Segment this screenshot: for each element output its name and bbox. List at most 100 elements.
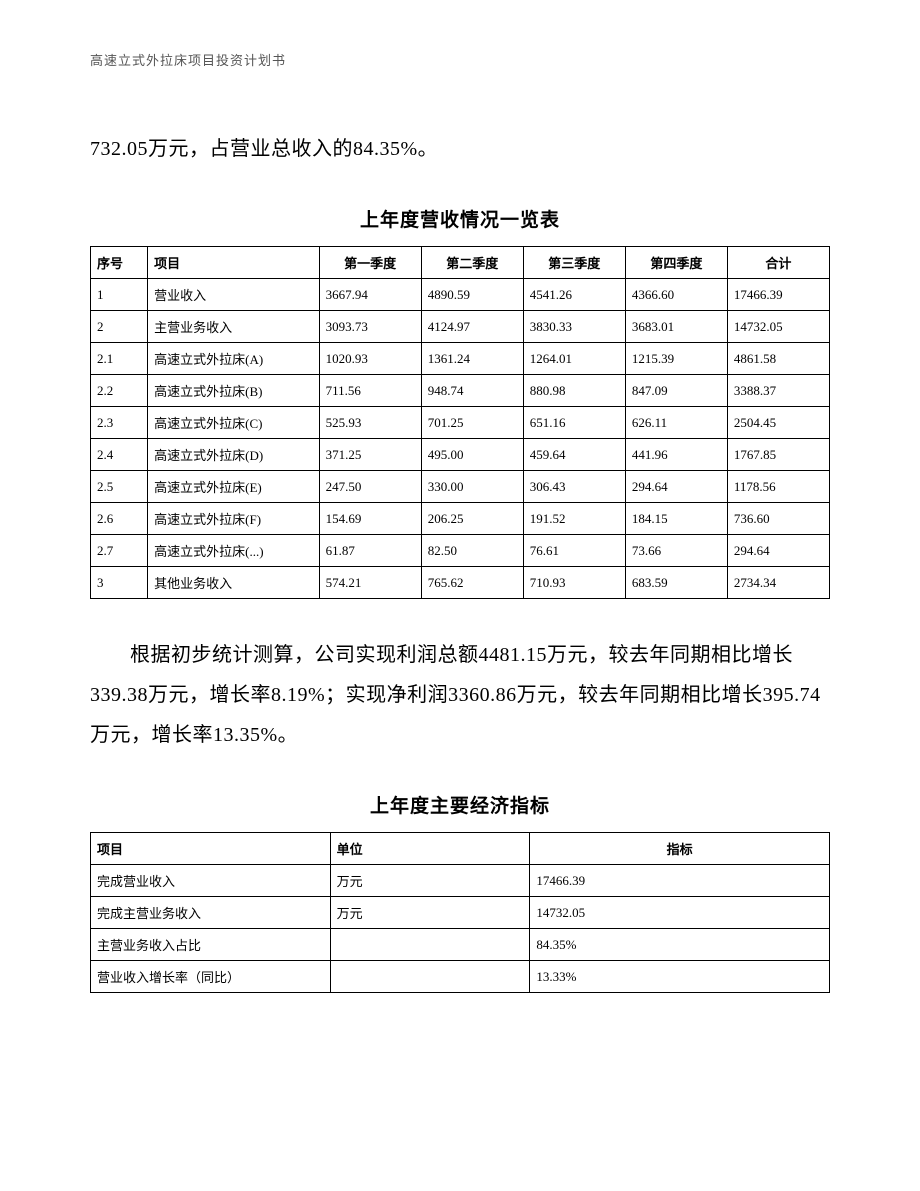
table-cell: 294.64 bbox=[625, 471, 727, 503]
table-cell: 营业收入 bbox=[148, 279, 319, 311]
table-cell: 76.61 bbox=[523, 535, 625, 567]
table-cell: 880.98 bbox=[523, 375, 625, 407]
col-item: 项目 bbox=[91, 833, 331, 865]
table-cell: 高速立式外拉床(D) bbox=[148, 439, 319, 471]
table-cell: 2.5 bbox=[91, 471, 148, 503]
table-cell: 651.16 bbox=[523, 407, 625, 439]
revenue-table: 序号 项目 第一季度 第二季度 第三季度 第四季度 合计 1营业收入3667.9… bbox=[90, 246, 830, 599]
table-row: 2.1高速立式外拉床(A)1020.931361.241264.011215.3… bbox=[91, 343, 830, 375]
table-row: 2主营业务收入3093.734124.973830.333683.0114732… bbox=[91, 311, 830, 343]
table-row: 2.4高速立式外拉床(D)371.25495.00459.64441.96176… bbox=[91, 439, 830, 471]
table-cell: 万元 bbox=[330, 865, 530, 897]
table-cell: 高速立式外拉床(F) bbox=[148, 503, 319, 535]
table1-title: 上年度营收情况一览表 bbox=[90, 205, 830, 232]
table-cell: 主营业务收入占比 bbox=[91, 929, 331, 961]
table-cell: 其他业务收入 bbox=[148, 567, 319, 599]
table-cell: 1215.39 bbox=[625, 343, 727, 375]
table-cell: 完成主营业务收入 bbox=[91, 897, 331, 929]
page-header: 高速立式外拉床项目投资计划书 bbox=[90, 50, 830, 69]
table-cell: 高速立式外拉床(...) bbox=[148, 535, 319, 567]
table-cell: 330.00 bbox=[421, 471, 523, 503]
table-cell: 完成营业收入 bbox=[91, 865, 331, 897]
table-cell: 2 bbox=[91, 311, 148, 343]
col-q1: 第一季度 bbox=[319, 247, 421, 279]
table-cell: 847.09 bbox=[625, 375, 727, 407]
col-indicator: 指标 bbox=[530, 833, 830, 865]
table-cell: 1361.24 bbox=[421, 343, 523, 375]
table-row: 2.2高速立式外拉床(B)711.56948.74880.98847.09338… bbox=[91, 375, 830, 407]
table-cell: 4541.26 bbox=[523, 279, 625, 311]
table-cell: 3683.01 bbox=[625, 311, 727, 343]
table-row: 主营业务收入占比 84.35% bbox=[91, 929, 830, 961]
table-cell: 高速立式外拉床(A) bbox=[148, 343, 319, 375]
table-cell: 4890.59 bbox=[421, 279, 523, 311]
table-cell: 3388.37 bbox=[727, 375, 829, 407]
table-cell: 高速立式外拉床(E) bbox=[148, 471, 319, 503]
table-cell: 2.4 bbox=[91, 439, 148, 471]
table-cell: 184.15 bbox=[625, 503, 727, 535]
table-cell: 主营业务收入 bbox=[148, 311, 319, 343]
table-row: 2.6高速立式外拉床(F)154.69206.25191.52184.15736… bbox=[91, 503, 830, 535]
table-cell: 4861.58 bbox=[727, 343, 829, 375]
table-cell: 701.25 bbox=[421, 407, 523, 439]
col-q2: 第二季度 bbox=[421, 247, 523, 279]
table-cell: 营业收入增长率（同比） bbox=[91, 961, 331, 993]
table-cell: 17466.39 bbox=[530, 865, 830, 897]
table-cell: 14732.05 bbox=[727, 311, 829, 343]
table-cell: 206.25 bbox=[421, 503, 523, 535]
table-cell: 683.59 bbox=[625, 567, 727, 599]
table-cell: 2.6 bbox=[91, 503, 148, 535]
table-cell bbox=[330, 961, 530, 993]
table-cell: 710.93 bbox=[523, 567, 625, 599]
table-row: 完成营业收入万元17466.39 bbox=[91, 865, 830, 897]
table-cell: 2734.34 bbox=[727, 567, 829, 599]
table-cell: 1178.56 bbox=[727, 471, 829, 503]
table-cell: 154.69 bbox=[319, 503, 421, 535]
table-cell: 3830.33 bbox=[523, 311, 625, 343]
table-row: 2.3高速立式外拉床(C)525.93701.25651.16626.11250… bbox=[91, 407, 830, 439]
table-cell: 495.00 bbox=[421, 439, 523, 471]
table-cell: 3093.73 bbox=[319, 311, 421, 343]
table-cell: 294.64 bbox=[727, 535, 829, 567]
table-cell: 3667.94 bbox=[319, 279, 421, 311]
table-cell: 13.33% bbox=[530, 961, 830, 993]
table-cell: 17466.39 bbox=[727, 279, 829, 311]
table-cell: 525.93 bbox=[319, 407, 421, 439]
intro-paragraph: 732.05万元，占营业总收入的84.35%。 bbox=[90, 129, 830, 169]
table-cell: 2.1 bbox=[91, 343, 148, 375]
table-cell: 736.60 bbox=[727, 503, 829, 535]
middle-paragraph: 根据初步统计测算，公司实现利润总额4481.15万元，较去年同期相比增长339.… bbox=[90, 635, 830, 755]
table-cell: 2.2 bbox=[91, 375, 148, 407]
table-row: 3其他业务收入574.21765.62710.93683.592734.34 bbox=[91, 567, 830, 599]
table-cell: 765.62 bbox=[421, 567, 523, 599]
table-cell: 371.25 bbox=[319, 439, 421, 471]
table-cell: 3 bbox=[91, 567, 148, 599]
table-row: 营业收入增长率（同比） 13.33% bbox=[91, 961, 830, 993]
table-cell: 61.87 bbox=[319, 535, 421, 567]
table-cell: 2.3 bbox=[91, 407, 148, 439]
table-cell: 4124.97 bbox=[421, 311, 523, 343]
col-unit: 单位 bbox=[330, 833, 530, 865]
table2-title: 上年度主要经济指标 bbox=[90, 791, 830, 818]
table-cell: 626.11 bbox=[625, 407, 727, 439]
table-cell: 1767.85 bbox=[727, 439, 829, 471]
table-cell: 1020.93 bbox=[319, 343, 421, 375]
table-cell: 191.52 bbox=[523, 503, 625, 535]
table-cell: 73.66 bbox=[625, 535, 727, 567]
table-cell: 82.50 bbox=[421, 535, 523, 567]
table-cell: 84.35% bbox=[530, 929, 830, 961]
table-cell: 574.21 bbox=[319, 567, 421, 599]
table-cell: 441.96 bbox=[625, 439, 727, 471]
table-row: 1营业收入3667.944890.594541.264366.6017466.3… bbox=[91, 279, 830, 311]
table-cell: 1264.01 bbox=[523, 343, 625, 375]
table-cell: 247.50 bbox=[319, 471, 421, 503]
table-row: 完成主营业务收入万元14732.05 bbox=[91, 897, 830, 929]
table-cell: 4366.60 bbox=[625, 279, 727, 311]
table-header-row: 项目 单位 指标 bbox=[91, 833, 830, 865]
table-cell: 1 bbox=[91, 279, 148, 311]
table-row: 2.7高速立式外拉床(...)61.8782.5076.6173.66294.6… bbox=[91, 535, 830, 567]
table-cell: 459.64 bbox=[523, 439, 625, 471]
table-header-row: 序号 项目 第一季度 第二季度 第三季度 第四季度 合计 bbox=[91, 247, 830, 279]
table-cell: 2504.45 bbox=[727, 407, 829, 439]
table-cell: 711.56 bbox=[319, 375, 421, 407]
